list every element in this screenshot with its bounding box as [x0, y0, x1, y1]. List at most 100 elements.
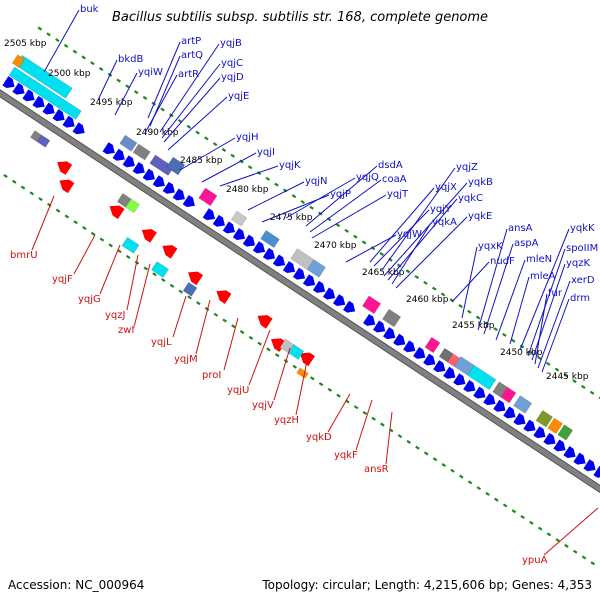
reverse-gene-label: yqjV: [252, 400, 274, 411]
scale-label: 2485 kbp: [180, 156, 223, 166]
tick-mark: [292, 364, 298, 369]
backbone-line: [0, 90, 600, 492]
gene-box: [11, 54, 25, 68]
gene-arrow: [12, 82, 25, 95]
tick-mark: [475, 315, 481, 320]
forward-gene-label: yqjI: [257, 147, 275, 158]
tick-mark: [257, 341, 262, 346]
gene-arrow: [483, 393, 496, 406]
gene-label-leader: [391, 222, 432, 285]
gene-label-leader: [167, 96, 228, 151]
gene-box: [382, 308, 402, 328]
tick-mark: [29, 191, 35, 196]
forward-gene-label: yqjW: [397, 229, 422, 240]
reverse-gene-label: zwf: [118, 325, 135, 336]
tick-mark: [494, 497, 499, 502]
gene-arrow: [292, 267, 306, 280]
gene-arrow: [443, 366, 456, 379]
gene-label-leader: [345, 234, 397, 263]
gene-label-leader: [247, 181, 305, 211]
tick-mark: [213, 312, 219, 317]
gene-box: [467, 364, 497, 390]
tick-mark: [274, 353, 280, 358]
tick-mark: [344, 228, 349, 233]
gene-arrow: [543, 432, 556, 445]
tick-mark: [187, 295, 192, 300]
gene-box: [182, 282, 198, 297]
tick-mark: [572, 549, 578, 554]
gene-label-leader: [327, 393, 351, 433]
gene-box: [362, 295, 382, 314]
gene-arrow: [222, 221, 236, 234]
gene-arrow: [413, 346, 426, 359]
gene-label-leader: [172, 295, 187, 338]
tick-mark: [554, 367, 560, 372]
reverse-gene-label: ansR: [364, 464, 389, 475]
tick-mark: [160, 107, 165, 112]
tick-mark: [274, 182, 279, 187]
gene-arrow: [583, 459, 596, 472]
genome-summary-text: Topology: circular; Length: 4,215,606 bp…: [262, 578, 592, 592]
gene-arrow: [593, 465, 600, 478]
forward-gene-label: ansA: [508, 223, 533, 234]
forward-gene-label: artQ: [181, 50, 203, 61]
gene-label-leader: [114, 72, 138, 116]
gene-label-leader: [31, 195, 55, 251]
gene-arrow: [312, 280, 326, 293]
gene-arrow: [62, 115, 75, 128]
tick-mark: [11, 179, 17, 184]
scale-label: 2445 kbp: [546, 372, 589, 382]
gene-arrow: [102, 142, 115, 155]
gene-arrow: [513, 413, 526, 425]
tick-mark: [204, 136, 209, 141]
forward-gene-label: yqjD: [221, 72, 244, 83]
gene-label-leader: [147, 41, 181, 119]
gene-label-leader: [179, 137, 236, 171]
tick-mark: [406, 439, 411, 444]
gene-arrow: [523, 419, 536, 432]
tick-mark: [125, 254, 131, 259]
tick-mark: [371, 416, 376, 421]
gene-label-leader: [477, 228, 508, 331]
gene-label-leader: [385, 411, 393, 465]
gene-label-leader: [355, 399, 373, 451]
gene-label-leader: [99, 244, 121, 295]
tick-mark: [204, 306, 210, 311]
tick-mark: [581, 555, 587, 560]
forward-gene-label: yqxK: [478, 241, 503, 252]
gene-box: [121, 236, 140, 254]
tick-mark: [441, 462, 447, 468]
scale-ticks: [3, 26, 600, 566]
scale-label: 2460 kbp: [406, 295, 449, 305]
forward-gene-label: artR: [178, 69, 199, 80]
gene-arrow: [112, 148, 125, 161]
tick-mark: [476, 486, 482, 491]
forward-gene-label: yqkB: [468, 177, 493, 188]
gene-arrow: [42, 102, 55, 115]
gene-arrow: [2, 76, 15, 89]
reverse-gene-label: yqjG: [78, 294, 101, 305]
scale-labels: 2505 kbp 2500 kbp 2495 kbp 2490 kbp 2485 kbp…: [4, 39, 589, 382]
gene-label-leader: [144, 74, 178, 134]
tick-mark: [152, 272, 157, 277]
tick-mark: [90, 231, 96, 236]
gene-label-leader: [97, 59, 118, 101]
tick-mark: [545, 361, 551, 366]
map-title: Bacillus subtilis subsp. subtilis str. 1…: [111, 10, 489, 25]
gene-arrow: [322, 287, 336, 300]
tick-mark: [134, 260, 140, 265]
gene-arrow: [72, 122, 85, 135]
gene-arrow: [57, 161, 73, 175]
forward-gene-label: spoIIM: [566, 243, 598, 254]
gene-arrow: [22, 89, 35, 102]
forward-gene-label: yqjX: [435, 182, 457, 193]
tick-mark: [186, 124, 192, 129]
tick-mark: [485, 491, 490, 496]
forward-gene-label: mleA: [530, 271, 556, 282]
tick-mark: [38, 197, 43, 202]
tick-mark: [529, 520, 534, 525]
tick-mark: [564, 543, 569, 548]
tick-mark: [37, 26, 43, 31]
forward-gene-label: yqjE: [228, 91, 249, 102]
